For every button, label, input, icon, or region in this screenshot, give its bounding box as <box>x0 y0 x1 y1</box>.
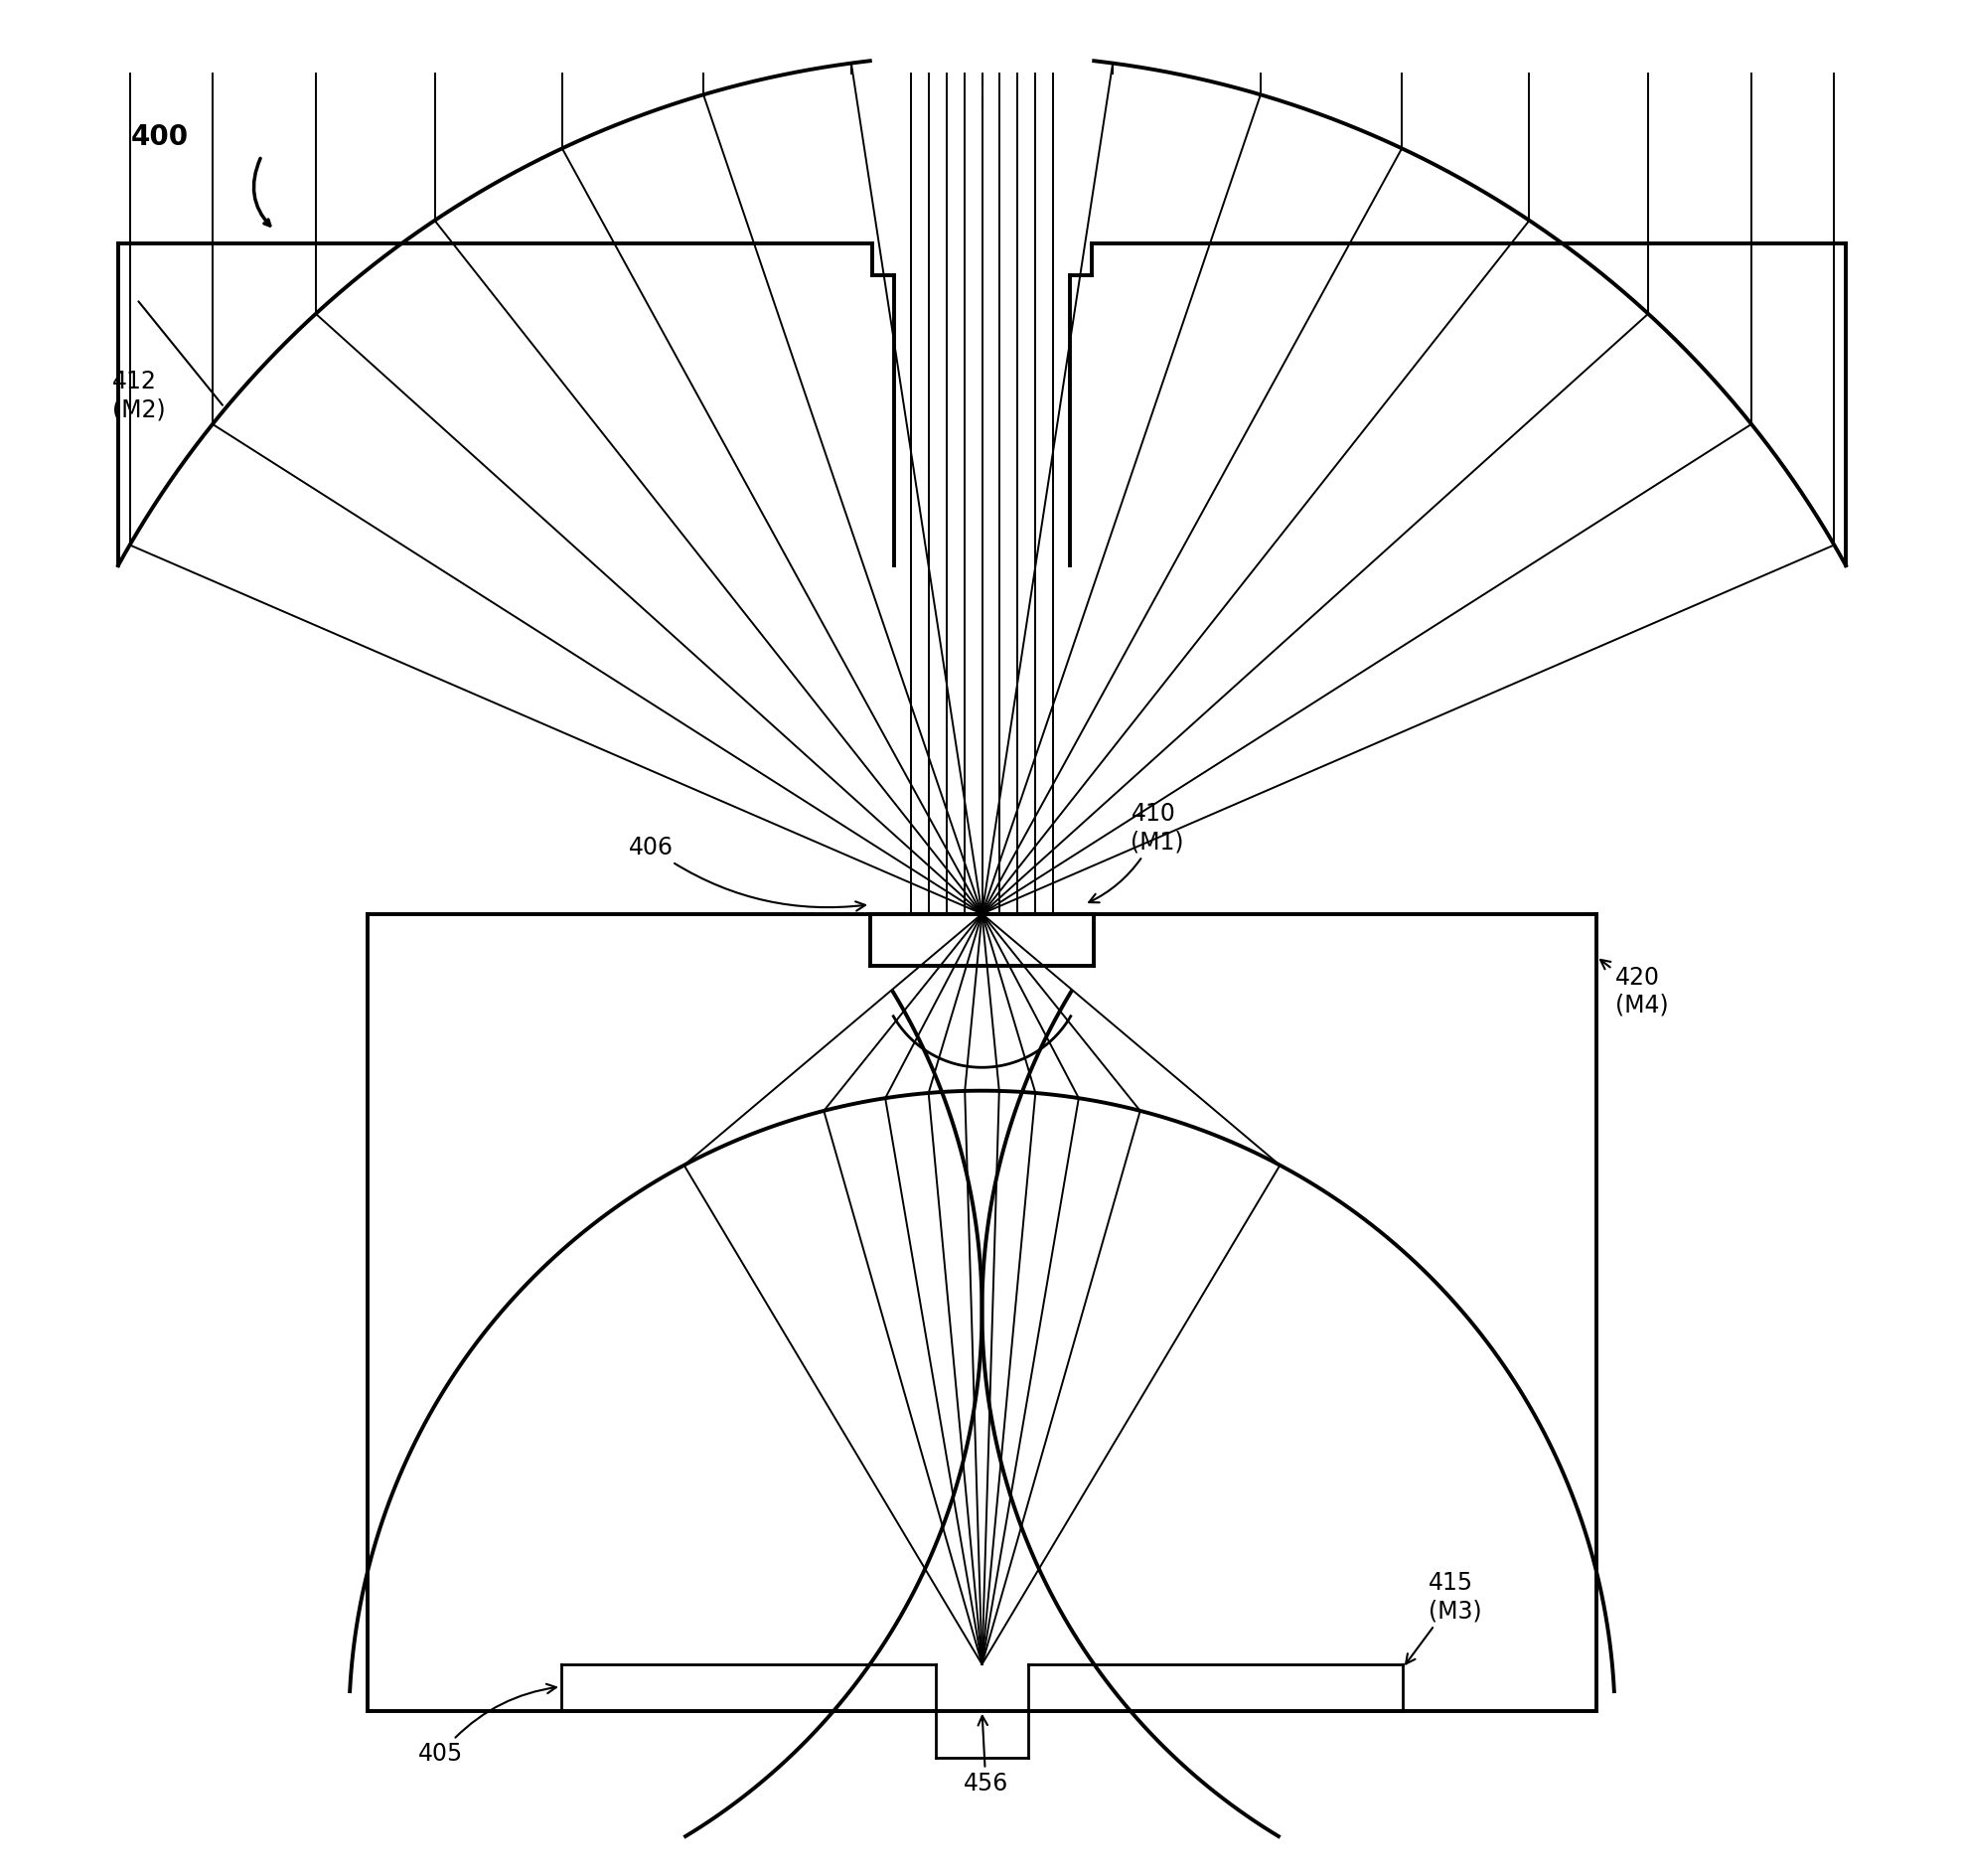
Text: 456: 456 <box>964 1717 1008 1795</box>
Text: 420
(M4): 420 (M4) <box>1601 961 1667 1017</box>
Text: 415
(M3): 415 (M3) <box>1406 1572 1483 1664</box>
Text: 412
(M2): 412 (M2) <box>112 370 165 422</box>
Text: 406: 406 <box>628 835 866 912</box>
Text: 405: 405 <box>418 1685 556 1765</box>
Text: 400: 400 <box>132 124 189 152</box>
Text: 410
(M1): 410 (M1) <box>1088 803 1184 902</box>
